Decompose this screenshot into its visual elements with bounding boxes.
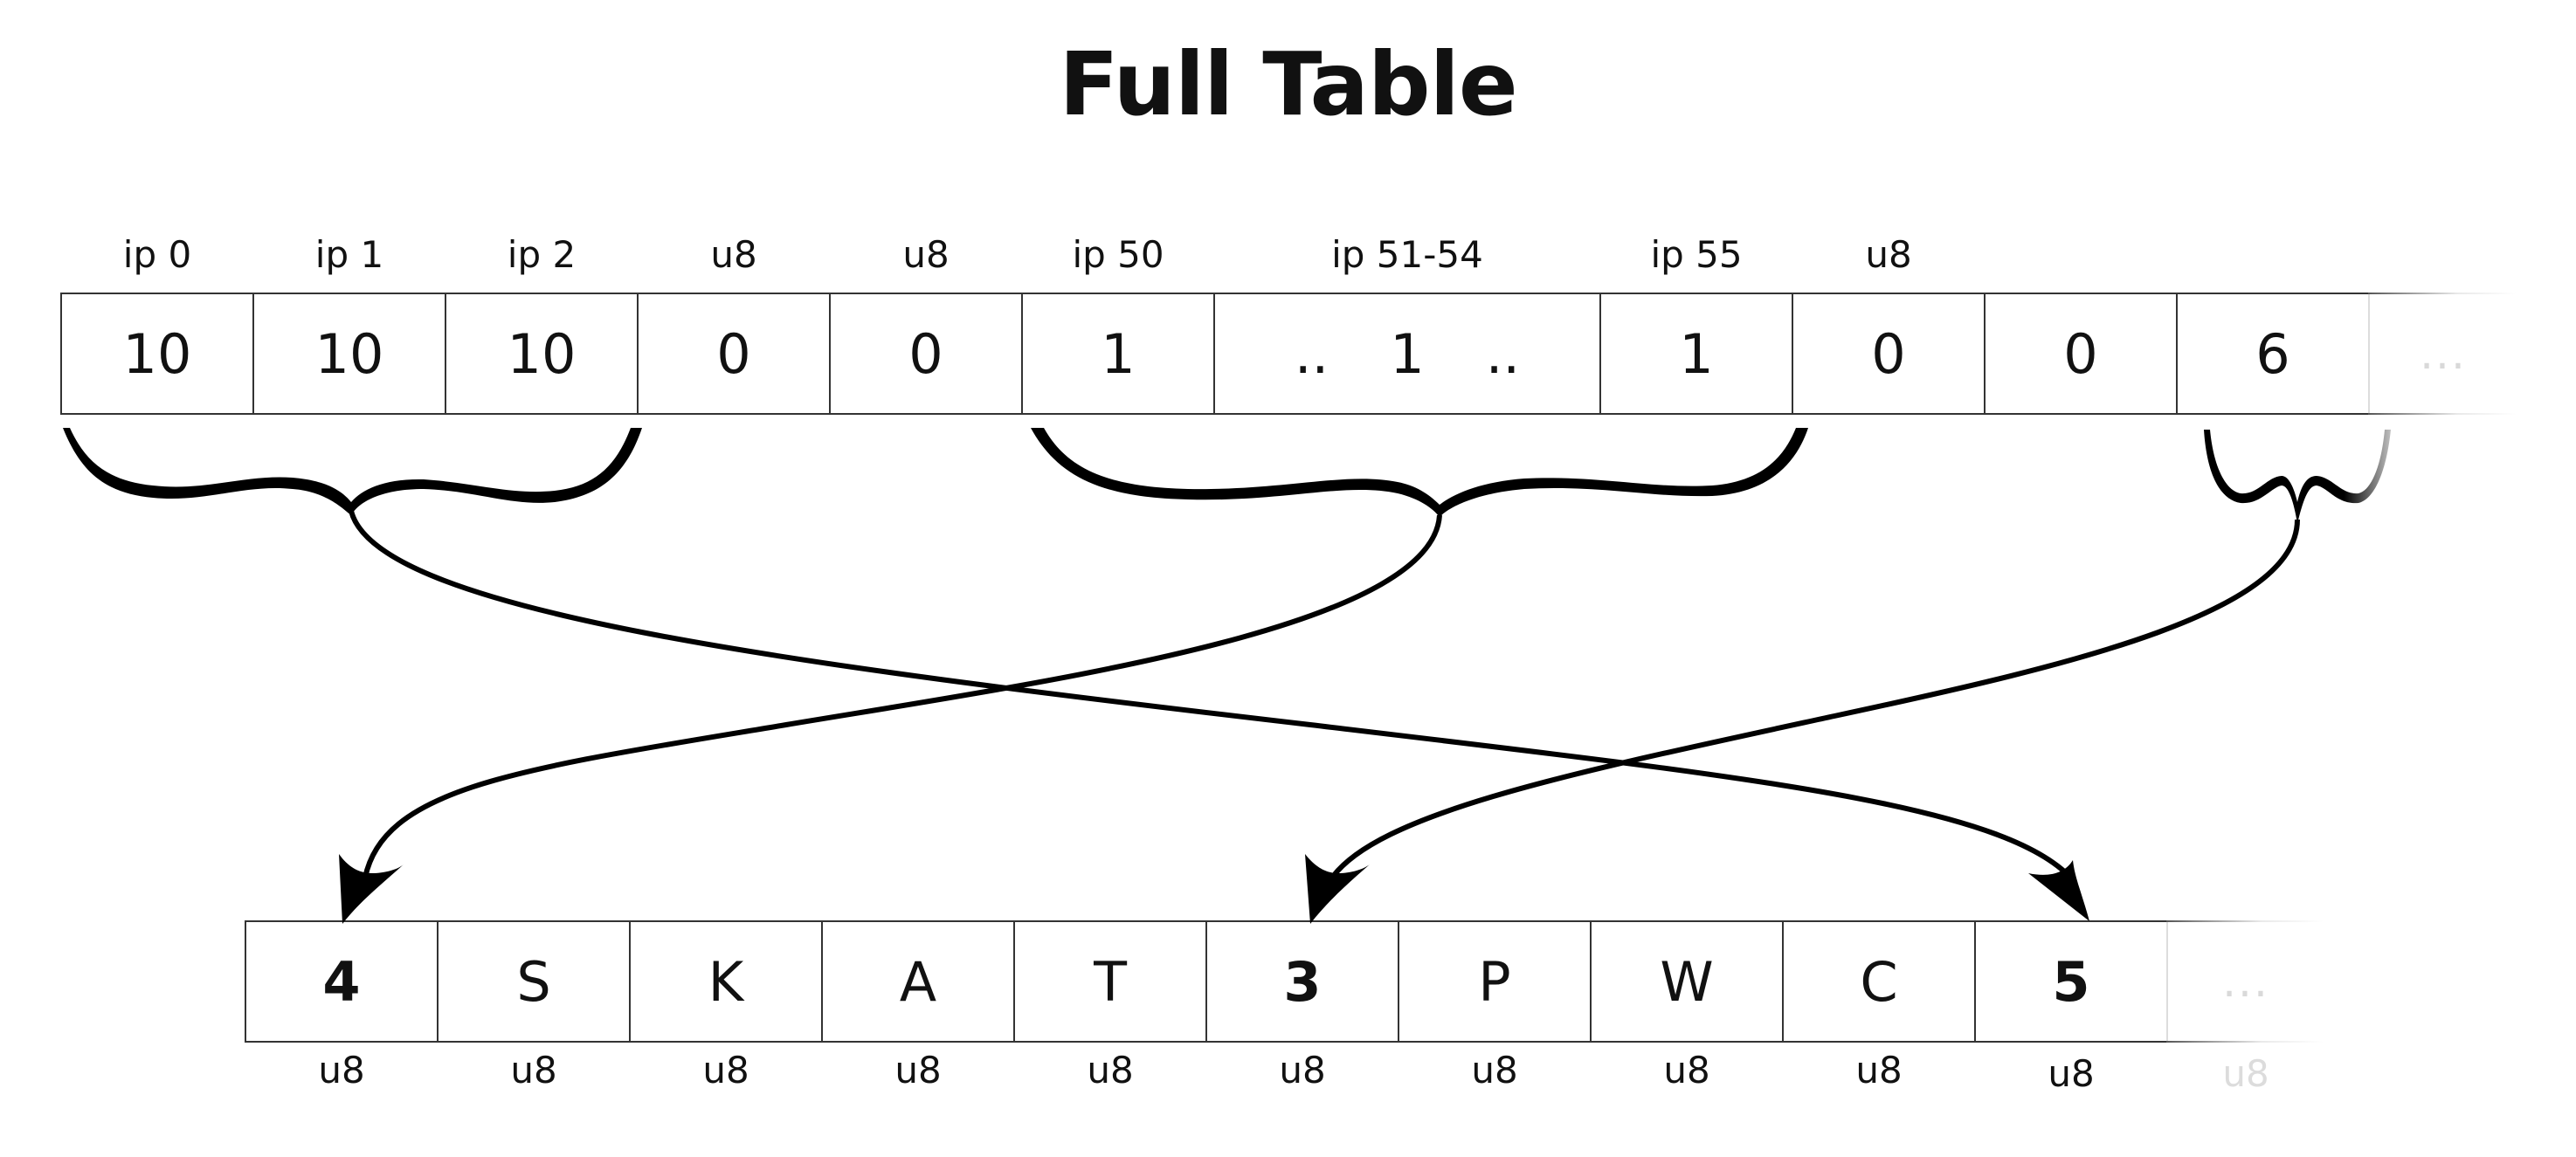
cell-value: A	[899, 949, 937, 1014]
brace-ip50-ip55	[1031, 428, 1808, 517]
arrow-to-4	[363, 514, 1442, 878]
arrowhead-5	[2028, 860, 2089, 921]
table-cell-u8: u8 0	[1792, 233, 1986, 415]
cell-footer: u8	[2222, 1052, 2269, 1095]
cell-value: S	[516, 949, 551, 1014]
cell-header: ip 50	[1072, 233, 1164, 276]
cell-header: u8	[1865, 233, 1912, 276]
cell-value: C	[1860, 949, 1898, 1014]
cell-footer: u8	[318, 1049, 365, 1092]
cell-value: 0	[908, 321, 943, 386]
cell-value: W	[1660, 949, 1714, 1014]
table-cell-continuation: ...	[2368, 293, 2517, 415]
cell-value: 1	[1679, 321, 1714, 386]
cell-value: 3	[1283, 949, 1322, 1014]
lookup-row: 4 u8 S u8 K u8 A u8 T u8 3 u8 P u8 W u8	[245, 920, 2324, 1095]
cell-header: ip 2	[507, 233, 577, 276]
table-cell: 0	[1984, 293, 2178, 415]
lookup-cell: A u8	[821, 920, 1015, 1092]
cell-footer: u8	[2048, 1052, 2095, 1095]
diagram-title: Full Table	[1059, 33, 1517, 135]
table-cell-ip1: ip 1 10	[252, 233, 446, 415]
cell-value: 4	[322, 949, 361, 1014]
cell-value: 0	[2063, 321, 2098, 386]
cell-value: 1	[1101, 321, 1136, 386]
cell-value: 1	[1390, 321, 1425, 386]
cell-footer: u8	[1279, 1049, 1326, 1092]
arrowhead-4	[339, 854, 404, 924]
arrowhead-3	[1305, 854, 1370, 924]
cell-value: 0	[716, 321, 751, 386]
table-cell-ip55: ip 55 1	[1599, 233, 1793, 415]
cell-value: 10	[314, 321, 384, 386]
brace-ip0-ip2	[63, 428, 642, 515]
lookup-cell: C u8	[1782, 920, 1976, 1092]
cell-value: T	[1094, 949, 1127, 1014]
table-cell-ip2: ip 2 10	[445, 233, 639, 415]
table-cell-u8: u8 0	[637, 233, 831, 415]
arrow-to-3	[1329, 519, 2300, 879]
lookup-cell: 5 u8	[1974, 920, 2168, 1095]
lookup-cell: S u8	[437, 920, 631, 1092]
cell-header: u8	[902, 233, 950, 276]
cell-header: u8	[710, 233, 757, 276]
lookup-cell: T u8	[1013, 920, 1207, 1092]
lookup-cell: P u8	[1398, 920, 1592, 1092]
ellipsis: ...	[2222, 956, 2269, 1007]
arrow-to-5	[349, 510, 2077, 884]
dots-left: ..	[1294, 321, 1329, 386]
cell-footer: u8	[510, 1049, 557, 1092]
cell-value: P	[1478, 949, 1511, 1014]
lookup-cell-continuation: ... u8	[2166, 920, 2324, 1095]
dots-right: ..	[1485, 321, 1521, 386]
cell-footer: u8	[1855, 1049, 1903, 1092]
table-cell-ip51-54: ip 51-54 .. 1 ..	[1213, 233, 1601, 415]
cell-header: ip 0	[122, 233, 192, 276]
cell-value: 5	[2052, 949, 2090, 1014]
table-cell-u8: u8 0	[829, 233, 1023, 415]
lookup-cell: W u8	[1590, 920, 1784, 1092]
full-table-row: ip 0 10 ip 1 10 ip 2 10 u8 0 u8 0 ip 50 …	[60, 233, 2517, 415]
cell-value: 6	[2255, 321, 2290, 386]
cell-value: K	[708, 949, 744, 1014]
cell-value: 10	[507, 321, 577, 386]
table-cell: 6	[2176, 293, 2370, 415]
cell-footer: u8	[1087, 1049, 1134, 1092]
cell-header: ip 51-54	[1331, 233, 1483, 276]
cell-footer: u8	[894, 1049, 942, 1092]
table-cell-ip0: ip 0 10	[60, 233, 254, 415]
cell-value: 0	[1871, 321, 1906, 386]
table-cell-ip50: ip 50 1	[1021, 233, 1215, 415]
cell-header: ip 1	[314, 233, 384, 276]
cell-value: 10	[122, 321, 192, 386]
cell-footer: u8	[1663, 1049, 1710, 1092]
cell-header: ip 55	[1650, 233, 1743, 276]
brace-6	[2204, 430, 2391, 524]
lookup-cell: 3 u8	[1205, 920, 1399, 1092]
lookup-cell: K u8	[629, 920, 823, 1092]
ellipsis: ...	[2420, 328, 2467, 379]
cell-footer: u8	[702, 1049, 749, 1092]
cell-footer: u8	[1471, 1049, 1518, 1092]
lookup-cell: 4 u8	[245, 920, 439, 1092]
